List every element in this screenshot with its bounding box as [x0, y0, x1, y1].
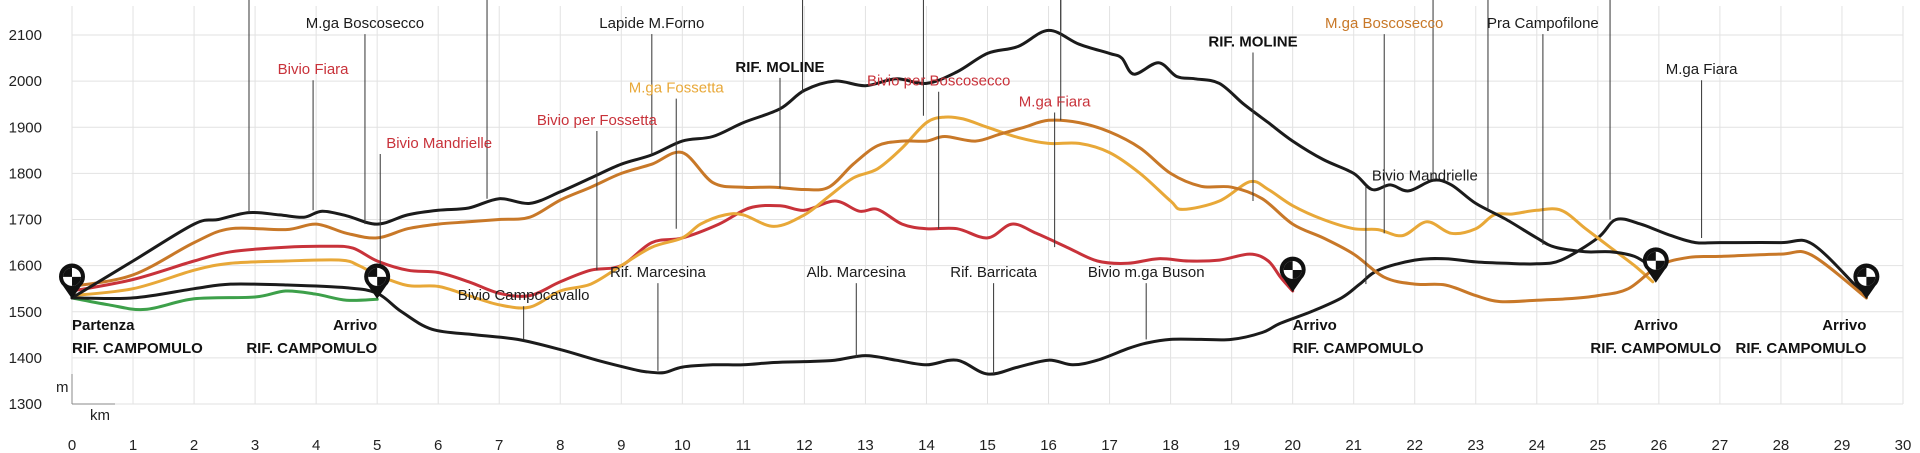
annotation-label: Bivio m.ga Buson	[1088, 264, 1205, 281]
annotation-label: M.ga Boscosecco	[1325, 15, 1443, 32]
annotation-label: Bivio Mandrielle	[1372, 167, 1478, 184]
annotation-label: Bivio per Fossetta	[537, 112, 658, 129]
y-tick-label: 1300	[9, 396, 42, 413]
x-tick-label: 8	[556, 437, 564, 453]
y-tick-label: 1800	[9, 165, 42, 182]
marker-place: RIF. CAMPOMULO	[1293, 340, 1424, 357]
marker-checker-b	[1866, 276, 1876, 286]
flag-marker-icon	[59, 263, 85, 299]
x-tick-label: 1	[129, 437, 137, 453]
series-line-black	[70, 28, 1655, 300]
y-tick-label: 1500	[9, 304, 42, 321]
x-tick-label: 11	[736, 437, 752, 453]
x-tick-label: 30	[1895, 437, 1912, 453]
x-tick-label: 18	[1162, 437, 1179, 453]
marker-label: Arrivo	[1634, 317, 1678, 334]
x-tick-label: 17	[1101, 437, 1118, 453]
annotation-label: Rif. Barricata	[950, 264, 1037, 281]
series-line-green	[70, 289, 379, 312]
x-tick-label: 25	[1589, 437, 1606, 453]
series-group	[70, 28, 1868, 376]
annotation-label: M.ga Fiara	[1666, 61, 1738, 78]
x-tick-label: 13	[857, 437, 874, 453]
x-tick-label: 10	[674, 437, 691, 453]
x-tick-label: 22	[1406, 437, 1423, 453]
x-tick-label: 4	[312, 437, 320, 453]
flag-marker-icon	[1642, 247, 1669, 283]
flag-marker-icon	[1853, 263, 1880, 299]
annotation-label: Lapide M.Forno	[599, 15, 704, 32]
x-tick-label: 23	[1467, 437, 1484, 453]
x-tick-label: 15	[979, 437, 996, 453]
x-tick-label: 7	[495, 437, 503, 453]
axes: 0 1 2 3 4 5 6 7 8 9 10 11 12 13 14 15 16 17 18 19 20 21 22 23 24…	[9, 27, 1912, 453]
annotation-label: M.ga Fossetta	[629, 80, 725, 97]
annotation-label: M.ga Fiara	[1019, 93, 1091, 110]
marker-place: RIF. CAMPOMULO	[246, 340, 377, 357]
x-tick-label: 3	[251, 437, 259, 453]
x-tick-label: 0	[68, 437, 76, 453]
marker-label: Arrivo	[1293, 317, 1337, 334]
x-tick-label: 5	[373, 437, 381, 453]
x-tick-label: 27	[1712, 437, 1729, 453]
y-tick-label: 1400	[9, 350, 42, 367]
marker-checker-a	[1646, 251, 1656, 261]
annotation-label: Alb. Marcesina	[807, 264, 907, 281]
annotation-label: M.ga Boscosecco	[306, 15, 424, 32]
annotation-label: Rif. Marcesina	[610, 264, 707, 281]
x-tick-label: 16	[1040, 437, 1057, 453]
marker-place: RIF. CAMPOMULO	[72, 340, 203, 357]
annotation-label: Bivio Mandrielle	[386, 135, 492, 152]
series-line-red	[70, 199, 1295, 298]
y-axis-label: m	[56, 379, 69, 396]
y-tick-label: 1600	[9, 258, 42, 275]
annotation-label: Bivio Fiara	[278, 61, 350, 78]
annotation-leaders	[248, 0, 1703, 375]
marker-label: Arrivo	[333, 317, 377, 334]
y-tick-label: 1700	[9, 212, 42, 229]
y-tick-label: 2100	[9, 27, 42, 44]
flag-marker-icon	[1279, 256, 1306, 292]
marker-checker-b	[1292, 269, 1302, 279]
refuge-label: RIF. MOLINE	[1208, 34, 1297, 51]
annotation-label: Bivio per Boscosecco	[867, 73, 1010, 90]
x-tick-label: 28	[1773, 437, 1790, 453]
x-tick-label: 12	[796, 437, 813, 453]
flag-marker-icon	[364, 263, 391, 299]
refuge-label: RIF. MOLINE	[735, 59, 824, 76]
x-tick-label: 6	[434, 437, 442, 453]
x-tick-label: 21	[1345, 437, 1362, 453]
y-tick-label: 1900	[9, 119, 42, 136]
x-tick-label: 24	[1528, 437, 1545, 453]
marker-checker-b	[1655, 260, 1665, 270]
annotation-label: Pra Campofilone	[1487, 15, 1599, 32]
x-axis-label: km	[90, 407, 110, 424]
marker-checker-a	[63, 267, 72, 277]
marker-checker-a	[1857, 267, 1867, 277]
y-tick-label: 2000	[9, 73, 42, 90]
marker-checker-b	[377, 276, 387, 286]
series-line-light_orange	[70, 115, 1655, 310]
marker-checker-a	[1283, 260, 1293, 270]
x-tick-label: 2	[190, 437, 198, 453]
marker-place: RIF. CAMPOMULO	[1590, 340, 1721, 357]
x-tick-label: 19	[1223, 437, 1240, 453]
marker-label: Partenza	[72, 317, 135, 334]
marker-checker-a	[368, 267, 378, 277]
series-line-dark_orange	[70, 118, 1868, 304]
x-tick-label: 14	[918, 437, 935, 453]
marker-label: Arrivo	[1822, 317, 1866, 334]
marker-checker-b	[72, 276, 81, 286]
x-tick-label: 20	[1284, 437, 1301, 453]
marker-place: RIF. CAMPOMULO	[1736, 340, 1867, 357]
annotation-label: Bivio Campocavallo	[458, 287, 590, 304]
grid	[71, 6, 1904, 405]
x-tick-label: 29	[1834, 437, 1851, 453]
route-markers: Partenza RIF. CAMPOMULO Arrivo RIF. CAMPOMU…	[59, 247, 1880, 357]
x-tick-label: 26	[1651, 437, 1668, 453]
x-tick-label: 9	[617, 437, 625, 453]
